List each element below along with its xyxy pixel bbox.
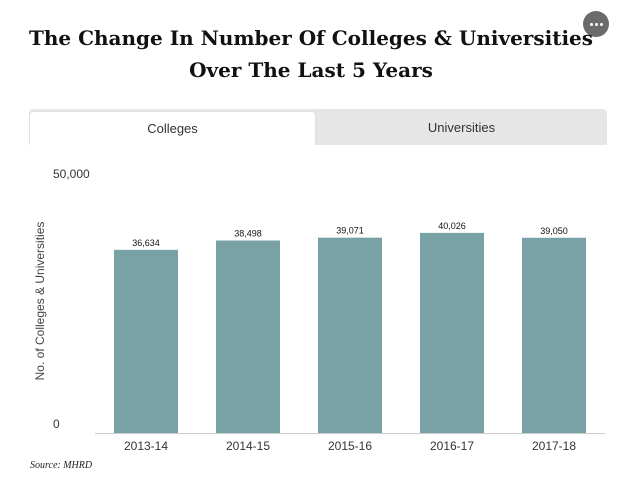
x-tick-label: 2017-18: [532, 439, 576, 453]
more-options-button[interactable]: [583, 11, 609, 37]
title-line-1: The Change In Number Of Colleges & Unive…: [28, 26, 594, 50]
bar: [522, 237, 586, 433]
title-line-2: Over The Last 5 Years: [189, 58, 433, 82]
x-tick-label: 2016-17: [430, 439, 474, 453]
tab-universities[interactable]: Universities: [427, 119, 496, 135]
x-tick-label: 2014-15: [226, 439, 270, 453]
bar-value-label: 39,050: [540, 226, 568, 236]
bar: [216, 240, 280, 433]
y-tick-label: 50,000: [53, 167, 90, 181]
tab-colleges[interactable]: Colleges: [29, 111, 316, 145]
bar-value-label: 40,026: [438, 221, 466, 231]
bar-value-label: 39,071: [336, 226, 364, 236]
bar-value-label: 36,634: [132, 238, 160, 248]
bar: [318, 237, 382, 433]
chart-title: The Change In Number Of Colleges & Unive…: [0, 22, 622, 86]
x-tick-label: 2015-16: [328, 439, 372, 453]
source-note: Source: MHRD: [30, 460, 93, 471]
more-options-icon: [589, 22, 603, 26]
tab-bar: Colleges Universities: [29, 109, 607, 145]
bar-value-label: 38,498: [234, 229, 262, 239]
x-tick-label: 2013-14: [124, 439, 168, 453]
y-axis-label: No. of Colleges & Universities: [33, 222, 47, 381]
y-tick-label: 0: [53, 417, 60, 431]
bar: [420, 232, 484, 433]
bar: [114, 249, 178, 433]
